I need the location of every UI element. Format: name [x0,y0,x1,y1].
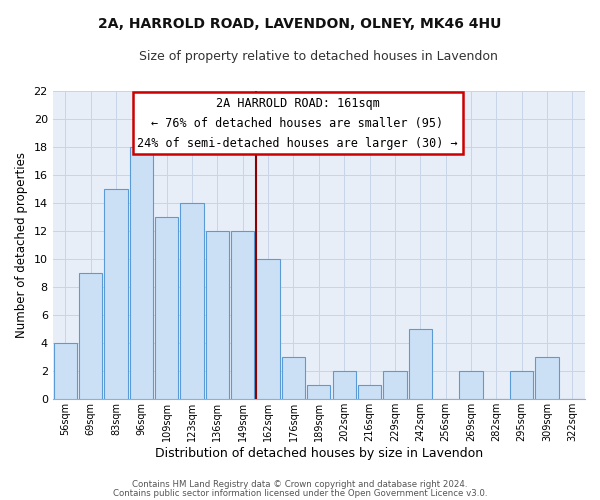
Title: Size of property relative to detached houses in Lavendon: Size of property relative to detached ho… [139,50,498,63]
Bar [307,386,331,400]
Y-axis label: Number of detached properties: Number of detached properties [15,152,28,338]
Bar [155,217,178,400]
Bar [206,231,229,400]
Bar [282,357,305,400]
Bar [332,371,356,400]
Bar [231,231,254,400]
Bar [409,329,432,400]
Bar [459,371,482,400]
Text: 2A HARROLD ROAD: 161sqm
← 76% of detached houses are smaller (95)
24% of semi-de: 2A HARROLD ROAD: 161sqm ← 76% of detache… [137,96,458,150]
Text: Contains HM Land Registry data © Crown copyright and database right 2024.: Contains HM Land Registry data © Crown c… [132,480,468,489]
Bar [181,203,204,400]
Bar [358,386,381,400]
Bar [79,273,103,400]
Bar [510,371,533,400]
Text: Contains public sector information licensed under the Open Government Licence v3: Contains public sector information licen… [113,489,487,498]
Bar [535,357,559,400]
Bar [256,259,280,400]
Bar [53,343,77,400]
Bar [104,189,128,400]
Bar [383,371,407,400]
Text: 2A, HARROLD ROAD, LAVENDON, OLNEY, MK46 4HU: 2A, HARROLD ROAD, LAVENDON, OLNEY, MK46 … [98,18,502,32]
Bar [130,146,153,400]
X-axis label: Distribution of detached houses by size in Lavendon: Distribution of detached houses by size … [155,447,483,460]
